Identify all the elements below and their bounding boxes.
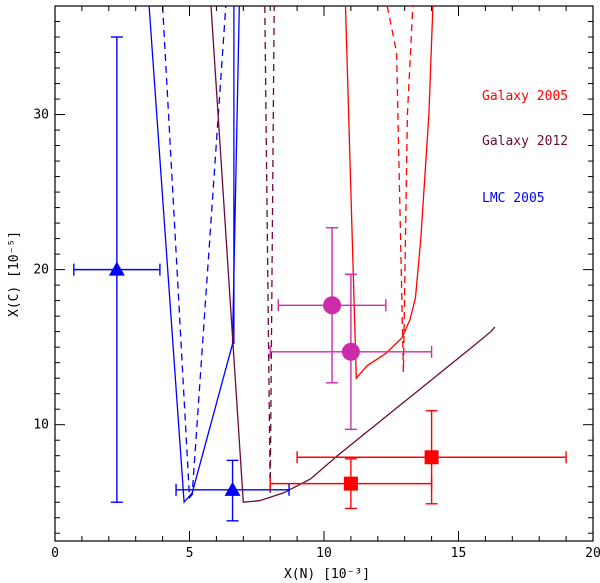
circle-marker [341,342,360,361]
x-tick-label: 15 [451,546,467,561]
x-tick-label: 5 [186,546,194,561]
legend-galaxy-2012: Galaxy 2012 [482,134,568,149]
triangle-marker [108,261,125,276]
model-curve [161,6,227,500]
circle-marker [323,296,342,315]
legend-galaxy-2005: Galaxy 2005 [482,89,568,104]
curves-layer [148,6,496,504]
x-tick-label: 20 [585,546,600,561]
square-marker [424,450,439,465]
model-curve [148,6,240,504]
plot-frame [54,5,594,542]
x-tick-label: 0 [51,546,59,561]
legend-lmc-2005: LMC 2005 [482,191,545,206]
x-axis-label: X(N) [10⁻³] [284,567,370,582]
y-tick-label: 10 [33,418,49,433]
model-curve [344,6,434,380]
model-curve [386,6,414,373]
y-axis-label: X(C) [10⁻⁵] [7,231,22,317]
x-tick-label: 10 [316,546,332,561]
square-marker [343,476,358,491]
model-curve [264,6,275,495]
y-tick-label: 30 [33,108,49,123]
model-curve [210,6,496,503]
triangle-marker [224,481,241,496]
y-tick-label: 20 [33,263,49,278]
points-layer [73,36,567,522]
ticks-layer: 0 5 10 15 20 10 20 30 [33,5,600,561]
